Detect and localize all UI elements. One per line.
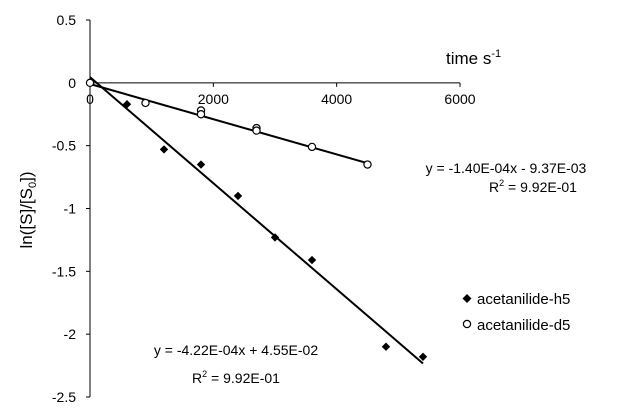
data-point-d5 xyxy=(363,160,372,169)
r2-h5-value: = 9.92E-01 xyxy=(207,370,280,386)
r2-d5: R2 = 9.92E-01 xyxy=(489,178,577,195)
data-point-h5 xyxy=(381,342,391,351)
equation-d5: y = -1.40E-04x - 9.37E-03 xyxy=(426,160,587,176)
r2-d5-prefix: R xyxy=(489,179,499,195)
x-tick-label: 6000 xyxy=(444,91,475,107)
r2-h5-sup: 2 xyxy=(202,369,207,379)
data-point-d5 xyxy=(141,98,150,108)
data-point-d5 xyxy=(307,142,317,152)
data-point-d5 xyxy=(196,110,206,119)
r2-h5: R2 = 9.92E-01 xyxy=(192,369,280,386)
data-point-h5 xyxy=(122,99,132,109)
x-axis-title-text: time s xyxy=(446,49,491,68)
x-tick-label: 2000 xyxy=(198,91,229,107)
data-point-h5 xyxy=(270,233,280,242)
r2-d5-value: = 9.92E-01 xyxy=(504,179,577,195)
fit-line-h5 xyxy=(89,76,424,365)
fit-line-d5 xyxy=(89,83,368,165)
legend-marker-d5 xyxy=(462,319,472,329)
y-axis-title-text: ln([S]/[S xyxy=(17,188,36,248)
plot-area: 0.5 0 -0.5 -1 -1.5 -2 -2.5 0 2000 4000 6000 xyxy=(52,12,476,405)
legend-marker-h5 xyxy=(462,294,472,303)
data-point-h5 xyxy=(233,191,243,201)
equation-h5: y = -4.22E-04x + 4.55E-02 xyxy=(154,342,318,358)
x-axis-title-sup: -1 xyxy=(491,48,501,60)
data-point-d5 xyxy=(85,78,95,88)
y-axis-title: ln([S]/[S0]) xyxy=(17,172,39,249)
legend-label-h5: acetanilide-h5 xyxy=(477,291,570,308)
data-point-d5 xyxy=(252,126,261,135)
y-tick-label: 0.5 xyxy=(57,12,77,28)
y-tick-label: -2 xyxy=(64,326,77,342)
y-tick-label: -2.5 xyxy=(52,389,76,405)
legend-label-d5: acetanilide-d5 xyxy=(477,317,570,334)
y-axis-title-sub: 0 xyxy=(27,182,39,188)
legend: acetanilide-h5 acetanilide-d5 xyxy=(462,291,570,334)
r2-h5-prefix: R xyxy=(192,370,202,386)
y-axis-title-tail: ]) xyxy=(17,172,36,182)
data-point-h5 xyxy=(418,352,428,361)
data-point-h5 xyxy=(307,255,317,265)
x-axis-title: time s-1 xyxy=(446,48,501,68)
y-tick-label: -1.5 xyxy=(52,263,76,279)
y-tick-label: -1 xyxy=(64,201,77,217)
y-tick-label: 0 xyxy=(68,75,76,91)
y-tick-label: -0.5 xyxy=(52,138,76,154)
r2-d5-sup: 2 xyxy=(499,178,504,188)
x-tick-label: 0 xyxy=(86,91,94,107)
data-point-h5 xyxy=(196,160,206,169)
data-point-h5 xyxy=(159,145,169,154)
x-tick-label: 4000 xyxy=(321,91,352,107)
